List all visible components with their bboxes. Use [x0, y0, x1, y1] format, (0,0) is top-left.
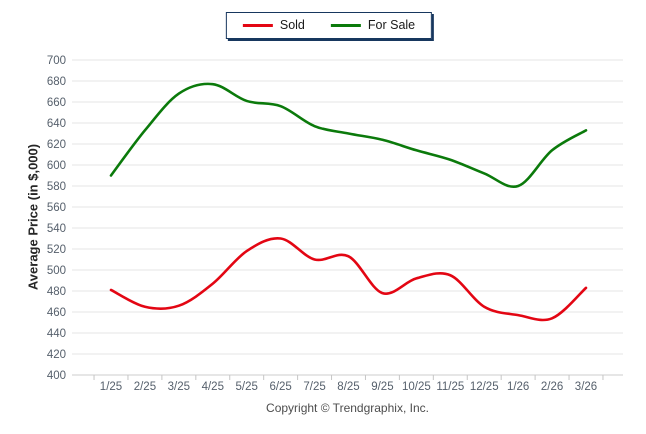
x-tick-label: 9/25 [371, 381, 393, 393]
x-tick-label: 3/26 [575, 381, 597, 393]
x-tick-label: 3/25 [168, 381, 190, 393]
for-sale-line-swatch-icon [330, 23, 361, 27]
x-tick-label: 10/25 [402, 381, 431, 393]
y-tick-label: 400 [47, 370, 66, 382]
y-tick-label: 460 [47, 307, 66, 319]
y-tick-label: 520 [47, 244, 66, 256]
x-tick-label: 1/26 [507, 381, 529, 393]
y-tick-label: 420 [47, 349, 66, 361]
x-tick-label: 5/25 [236, 381, 258, 393]
y-tick-label: 440 [47, 328, 66, 340]
x-tick-label: 2/26 [541, 381, 563, 393]
y-tick-label: 480 [47, 286, 66, 298]
y-tick-label: 600 [47, 160, 66, 172]
x-tick-label: 12/25 [470, 381, 499, 393]
y-tick-label: 540 [47, 223, 66, 235]
y-tick-label: 640 [47, 118, 66, 130]
legend-label-sold: Sold [279, 18, 305, 32]
legend-label-for-sale: For Sale [367, 18, 416, 32]
legend-item-for-sale: For Sale [330, 18, 416, 32]
x-tick-label: 4/25 [202, 381, 224, 393]
y-tick-label: 560 [47, 202, 66, 214]
y-tick-label: 500 [47, 265, 66, 277]
x-tick-label: 8/25 [337, 381, 359, 393]
legend-item-sold: Sold [242, 18, 305, 32]
y-tick-label: 680 [47, 76, 66, 88]
for-sale-line [109, 82, 588, 189]
x-tick-label: 2/25 [134, 381, 156, 393]
sold-line [109, 237, 588, 322]
y-tick-label: 620 [47, 139, 66, 151]
y-tick-label: 660 [47, 97, 66, 109]
x-tick-label: 11/25 [436, 381, 464, 393]
y-tick-label: 700 [47, 55, 66, 67]
y-tick-label: 580 [47, 181, 66, 193]
x-tick-label: 6/25 [269, 381, 291, 393]
sold-line-swatch-icon [242, 23, 273, 27]
x-tick-label: 7/25 [303, 381, 325, 393]
x-tick-label: 1/25 [100, 381, 122, 393]
copyright-text: Copyright © Trendgraphix, Inc. [266, 401, 429, 415]
legend: Sold For Sale [225, 12, 433, 39]
